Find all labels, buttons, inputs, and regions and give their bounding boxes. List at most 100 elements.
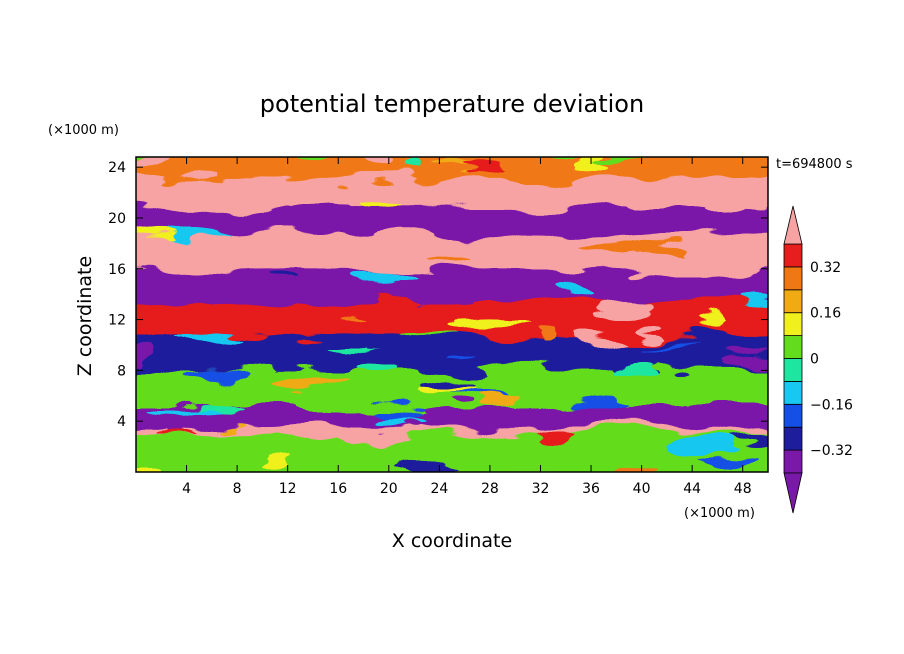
colorbar-swatch [783, 403, 803, 428]
contour-patch [669, 436, 735, 452]
contour-patch [630, 340, 700, 345]
x-tick-label: 16 [329, 481, 347, 497]
contour-patch [552, 285, 594, 297]
colorbar-label: 0.32 [810, 260, 841, 276]
y-axis-label: Z coordinate [74, 256, 96, 376]
colorbar-swatch [783, 289, 803, 314]
colorbar-swatch [783, 358, 803, 382]
y-tick-label: 20 [108, 211, 126, 227]
contour-patch [136, 464, 160, 472]
contour-patch [533, 326, 551, 338]
contour-patch [268, 204, 289, 219]
contour-patch [440, 351, 473, 358]
x-tick-label: 12 [279, 481, 297, 497]
contour-patch [404, 414, 422, 430]
contour-patch [612, 461, 654, 469]
y-tick-label: 12 [108, 313, 126, 329]
colorbar-label: 0 [810, 352, 819, 368]
contour-band-1 [136, 177, 768, 213]
contour-patch [460, 193, 507, 208]
x-tick-label: 4 [182, 481, 191, 497]
y-tick-label: 4 [117, 414, 126, 430]
x-tick-label: 44 [683, 481, 701, 497]
contour-patch [736, 298, 768, 305]
contour-band-8 [136, 406, 768, 431]
contour-patch [136, 350, 151, 361]
contour-patch [604, 286, 658, 291]
contour-patch [700, 320, 725, 332]
contour-patch [136, 157, 169, 168]
contour-patch [363, 157, 393, 166]
contour-patch [338, 219, 377, 230]
contour-patch [281, 424, 338, 439]
colorbar-label: −0.16 [810, 397, 853, 413]
contour-patch [366, 341, 441, 354]
contour-patch [630, 205, 664, 212]
contour-patch [339, 318, 368, 324]
contour-patch [696, 456, 755, 464]
contour-patch [154, 428, 203, 434]
contour-patch [182, 370, 248, 383]
contour-patch [390, 459, 454, 472]
colorbar-swatch [783, 380, 803, 405]
x-axis-label: X coordinate [392, 530, 512, 552]
contour-patch [409, 157, 428, 172]
y-unit-label: (×1000 m) [48, 123, 119, 138]
contour-patch [350, 200, 367, 213]
colorbar-swatch [783, 449, 803, 474]
contour-patch [611, 370, 656, 382]
contour-patch [455, 320, 532, 329]
contour-patch [146, 411, 218, 419]
y-tick-label: 24 [108, 160, 126, 176]
contour-patch [480, 395, 517, 406]
contour-patch [333, 427, 408, 441]
contour-patch [277, 380, 352, 392]
contour-patch [428, 255, 472, 264]
contour-patch [288, 190, 306, 207]
x-tick-label: 40 [633, 481, 651, 497]
contour-patch [136, 233, 174, 241]
contour-patch [573, 267, 637, 281]
contour-patch [405, 299, 468, 310]
x-tick-label: 28 [481, 481, 499, 497]
colorbar-top-extension [783, 205, 803, 245]
contour-patch [250, 232, 315, 247]
x-unit-label: (×1000 m) [684, 506, 755, 521]
colorbar-swatch [783, 312, 803, 337]
contour-patch [396, 333, 463, 339]
contour-band-5 [136, 302, 768, 340]
contour-patch [707, 187, 768, 192]
contour-patch [350, 209, 401, 221]
contour-patch [471, 164, 502, 172]
colorbar: 0.32 0.16 0 −0.16 −0.32 [783, 205, 853, 514]
colorbar-swatch [783, 335, 803, 359]
contour-patch [229, 426, 251, 431]
contour-patch [222, 257, 268, 265]
x-tick-label: 8 [233, 481, 242, 497]
contour-patch [298, 255, 374, 266]
x-axis-ticks: 4 8 12 16 20 24 28 32 36 40 44 48 [182, 157, 752, 497]
contour-patch [727, 434, 768, 443]
contour-patch [567, 157, 607, 166]
contour-patch [421, 387, 480, 395]
time-label: t=694800 s [776, 157, 853, 172]
contour-patch [584, 467, 618, 472]
chart-title: potential temperature deviation [260, 90, 644, 118]
contour-patch [435, 211, 510, 223]
colorbar-swatch [783, 266, 803, 291]
colorbar-bottom-extension [783, 472, 803, 514]
contour-patch [351, 271, 419, 286]
colorbar-swatch [783, 243, 803, 268]
contour-patch [369, 401, 426, 415]
contour-patch [273, 278, 304, 287]
contour-patch [570, 328, 617, 337]
contour-patch [701, 203, 743, 218]
contour-band-9 [136, 426, 768, 438]
contour-patch [458, 239, 522, 249]
contour-patch [192, 235, 266, 248]
y-tick-label: 8 [117, 363, 126, 379]
contour-patch [174, 334, 245, 344]
y-axis-ticks: 4 8 12 16 20 24 [108, 160, 768, 430]
contour-patch [633, 326, 660, 334]
